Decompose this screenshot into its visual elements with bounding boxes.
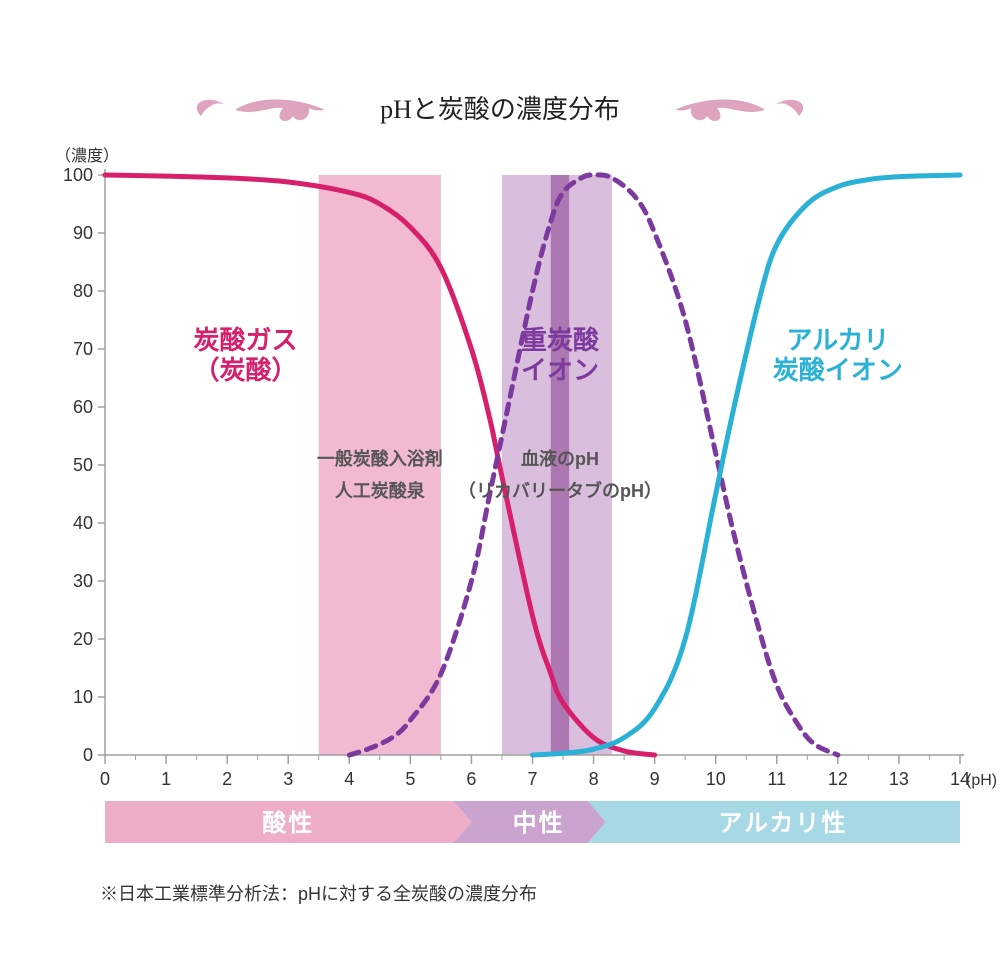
y-tick-label: 90 (73, 223, 93, 243)
y-tick-label: 0 (83, 745, 93, 765)
ph-zone-bar: 酸性 中性 アルカリ性 (105, 801, 960, 843)
x-tick-label: 0 (100, 769, 110, 789)
annotation-label: 血液のpH (521, 448, 599, 469)
x-axis-label: (pH) (966, 772, 997, 789)
y-tick-label: 70 (73, 339, 93, 359)
ph-zone-label: 酸性 (262, 810, 314, 837)
ph-zone-label: アルカリ性 (718, 810, 847, 837)
ph-carbonate-chart: pHと炭酸の濃度分布 0102030405060708090100（濃度）012… (0, 0, 1000, 956)
y-tick-label: 50 (73, 455, 93, 475)
x-tick-label: 10 (706, 769, 726, 789)
y-tick-label: 10 (73, 687, 93, 707)
ornament-left-icon (197, 100, 325, 122)
x-tick-label: 5 (405, 769, 415, 789)
series-label: アルカリ炭酸イオン (773, 325, 903, 385)
x-tick-label: 6 (466, 769, 476, 789)
y-tick-label: 20 (73, 629, 93, 649)
series-label: 重炭酸イオン (521, 325, 600, 385)
x-tick-label: 12 (828, 769, 848, 789)
y-tick-label: 80 (73, 281, 93, 301)
x-tick-label: 9 (650, 769, 660, 789)
annotation-label: （リカバリータブのpH） (458, 480, 662, 501)
ph-zone-label: 中性 (513, 810, 565, 837)
plot-area: 0102030405060708090100（濃度）01234567891011… (55, 147, 997, 789)
x-tick-label: 1 (161, 769, 171, 789)
y-tick-label: 100 (63, 165, 93, 185)
x-tick-label: 13 (889, 769, 909, 789)
footnote-text: ※日本工業標準分析法：pHに対する全炭酸の濃度分布 (100, 884, 537, 904)
x-tick-label: 11 (767, 769, 786, 789)
annotation-label: 人工炭酸泉 (335, 480, 426, 501)
y-tick-label: 60 (73, 397, 93, 417)
ornament-right-icon (675, 100, 803, 122)
y-tick-label: 40 (73, 513, 93, 533)
x-tick-label: 7 (527, 769, 537, 789)
x-tick-label: 2 (222, 769, 232, 789)
annotation-label: 一般炭酸入浴剤 (317, 448, 443, 469)
x-tick-label: 4 (344, 769, 354, 789)
x-tick-label: 8 (589, 769, 599, 789)
x-tick-label: 3 (283, 769, 293, 789)
y-axis-label: （濃度） (55, 147, 119, 165)
chart-title: pHと炭酸の濃度分布 (380, 95, 620, 124)
y-tick-label: 30 (73, 571, 93, 591)
series-label: 炭酸ガス（炭酸） (193, 325, 297, 385)
